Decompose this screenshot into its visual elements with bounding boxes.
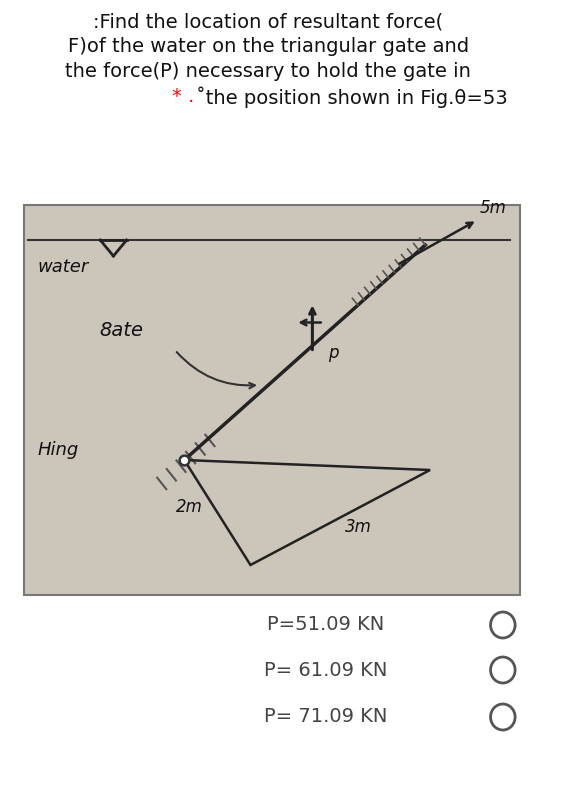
Text: 5m: 5m bbox=[480, 199, 507, 217]
Text: P=51.09 KN: P=51.09 KN bbox=[267, 615, 385, 634]
Text: the force(P) necessary to hold the gate in: the force(P) necessary to hold the gate … bbox=[65, 62, 471, 81]
Text: :Find the location of resultant force(: :Find the location of resultant force( bbox=[93, 12, 443, 31]
Text: P= 71.09 KN: P= 71.09 KN bbox=[265, 707, 387, 726]
Text: Hing: Hing bbox=[38, 441, 79, 459]
Text: P= 61.09 KN: P= 61.09 KN bbox=[265, 661, 387, 679]
Text: 3m: 3m bbox=[345, 518, 372, 537]
Text: F)of the water on the triangular gate and: F)of the water on the triangular gate an… bbox=[68, 37, 469, 56]
Text: 8ate: 8ate bbox=[99, 321, 143, 339]
Text: water: water bbox=[38, 258, 89, 276]
Text: 2m: 2m bbox=[176, 498, 203, 517]
Text: * .: * . bbox=[172, 87, 195, 106]
Text: p: p bbox=[328, 343, 339, 362]
Bar bbox=[24, 205, 520, 595]
Text: ˚the position shown in Fig.θ=53: ˚the position shown in Fig.θ=53 bbox=[196, 87, 508, 109]
